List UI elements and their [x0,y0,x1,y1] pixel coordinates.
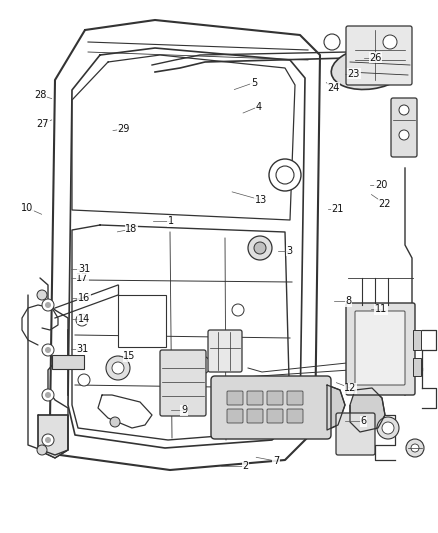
Bar [52,355,84,369]
Circle shape [399,130,409,140]
Polygon shape [350,388,385,432]
Bar [118,295,166,347]
FancyBboxPatch shape [267,391,283,405]
Text: 31: 31 [76,344,88,354]
Circle shape [232,304,244,316]
Circle shape [78,374,90,386]
Text: 10: 10 [21,203,33,213]
Text: 4: 4 [255,102,261,111]
FancyBboxPatch shape [247,409,263,423]
Text: 8: 8 [345,296,351,306]
Text: 9: 9 [181,406,187,415]
Bar [413,330,421,350]
FancyBboxPatch shape [160,350,206,416]
Circle shape [37,445,47,455]
Text: 12: 12 [344,383,357,393]
Circle shape [45,392,51,398]
FancyBboxPatch shape [287,391,303,405]
Circle shape [42,434,54,446]
Text: 17: 17 [76,273,88,283]
Text: 21: 21 [331,204,343,214]
Ellipse shape [331,46,409,90]
FancyBboxPatch shape [391,98,417,157]
Text: 26: 26 [370,53,382,62]
FancyBboxPatch shape [346,303,415,395]
Text: 1: 1 [168,216,174,226]
Text: 24: 24 [328,83,340,93]
Text: 29: 29 [117,124,130,134]
Text: 5: 5 [251,78,257,87]
Circle shape [110,417,120,427]
Circle shape [411,444,419,452]
Circle shape [42,389,54,401]
Circle shape [112,362,124,374]
FancyBboxPatch shape [355,311,405,385]
Text: 2: 2 [242,462,248,471]
Text: 7: 7 [273,456,279,466]
Circle shape [383,35,397,49]
Circle shape [324,34,340,50]
Text: 14: 14 [78,314,90,324]
FancyBboxPatch shape [336,413,375,455]
Circle shape [42,299,54,311]
Circle shape [252,389,264,401]
FancyBboxPatch shape [227,391,243,405]
Circle shape [248,236,272,260]
Circle shape [45,347,51,353]
Polygon shape [38,415,68,458]
Circle shape [269,159,301,191]
FancyBboxPatch shape [346,26,412,85]
Circle shape [106,356,130,380]
Circle shape [45,437,51,443]
Circle shape [377,417,399,439]
Circle shape [76,314,88,326]
Text: 13: 13 [254,195,267,205]
Text: 6: 6 [360,416,367,426]
Text: 11: 11 [375,304,387,314]
Circle shape [45,302,51,308]
Circle shape [37,290,47,300]
Circle shape [399,105,409,115]
Circle shape [42,344,54,356]
Text: 27: 27 [37,119,49,128]
FancyBboxPatch shape [287,409,303,423]
Text: 22: 22 [378,199,391,208]
Ellipse shape [179,354,211,376]
Text: 3: 3 [286,246,292,255]
Text: 18: 18 [125,224,138,234]
Text: 31: 31 [78,264,90,274]
Circle shape [254,242,266,254]
Bar [413,358,421,376]
Polygon shape [327,385,345,430]
Text: 28: 28 [34,90,46,100]
FancyBboxPatch shape [247,391,263,405]
FancyBboxPatch shape [208,330,242,372]
Circle shape [406,439,424,457]
Text: 16: 16 [78,294,90,303]
Text: 23: 23 [348,69,360,78]
FancyBboxPatch shape [227,409,243,423]
Circle shape [382,422,394,434]
FancyBboxPatch shape [211,376,331,439]
Text: 20: 20 [375,181,387,190]
FancyBboxPatch shape [267,409,283,423]
Text: 15: 15 [123,351,135,361]
Circle shape [276,166,294,184]
